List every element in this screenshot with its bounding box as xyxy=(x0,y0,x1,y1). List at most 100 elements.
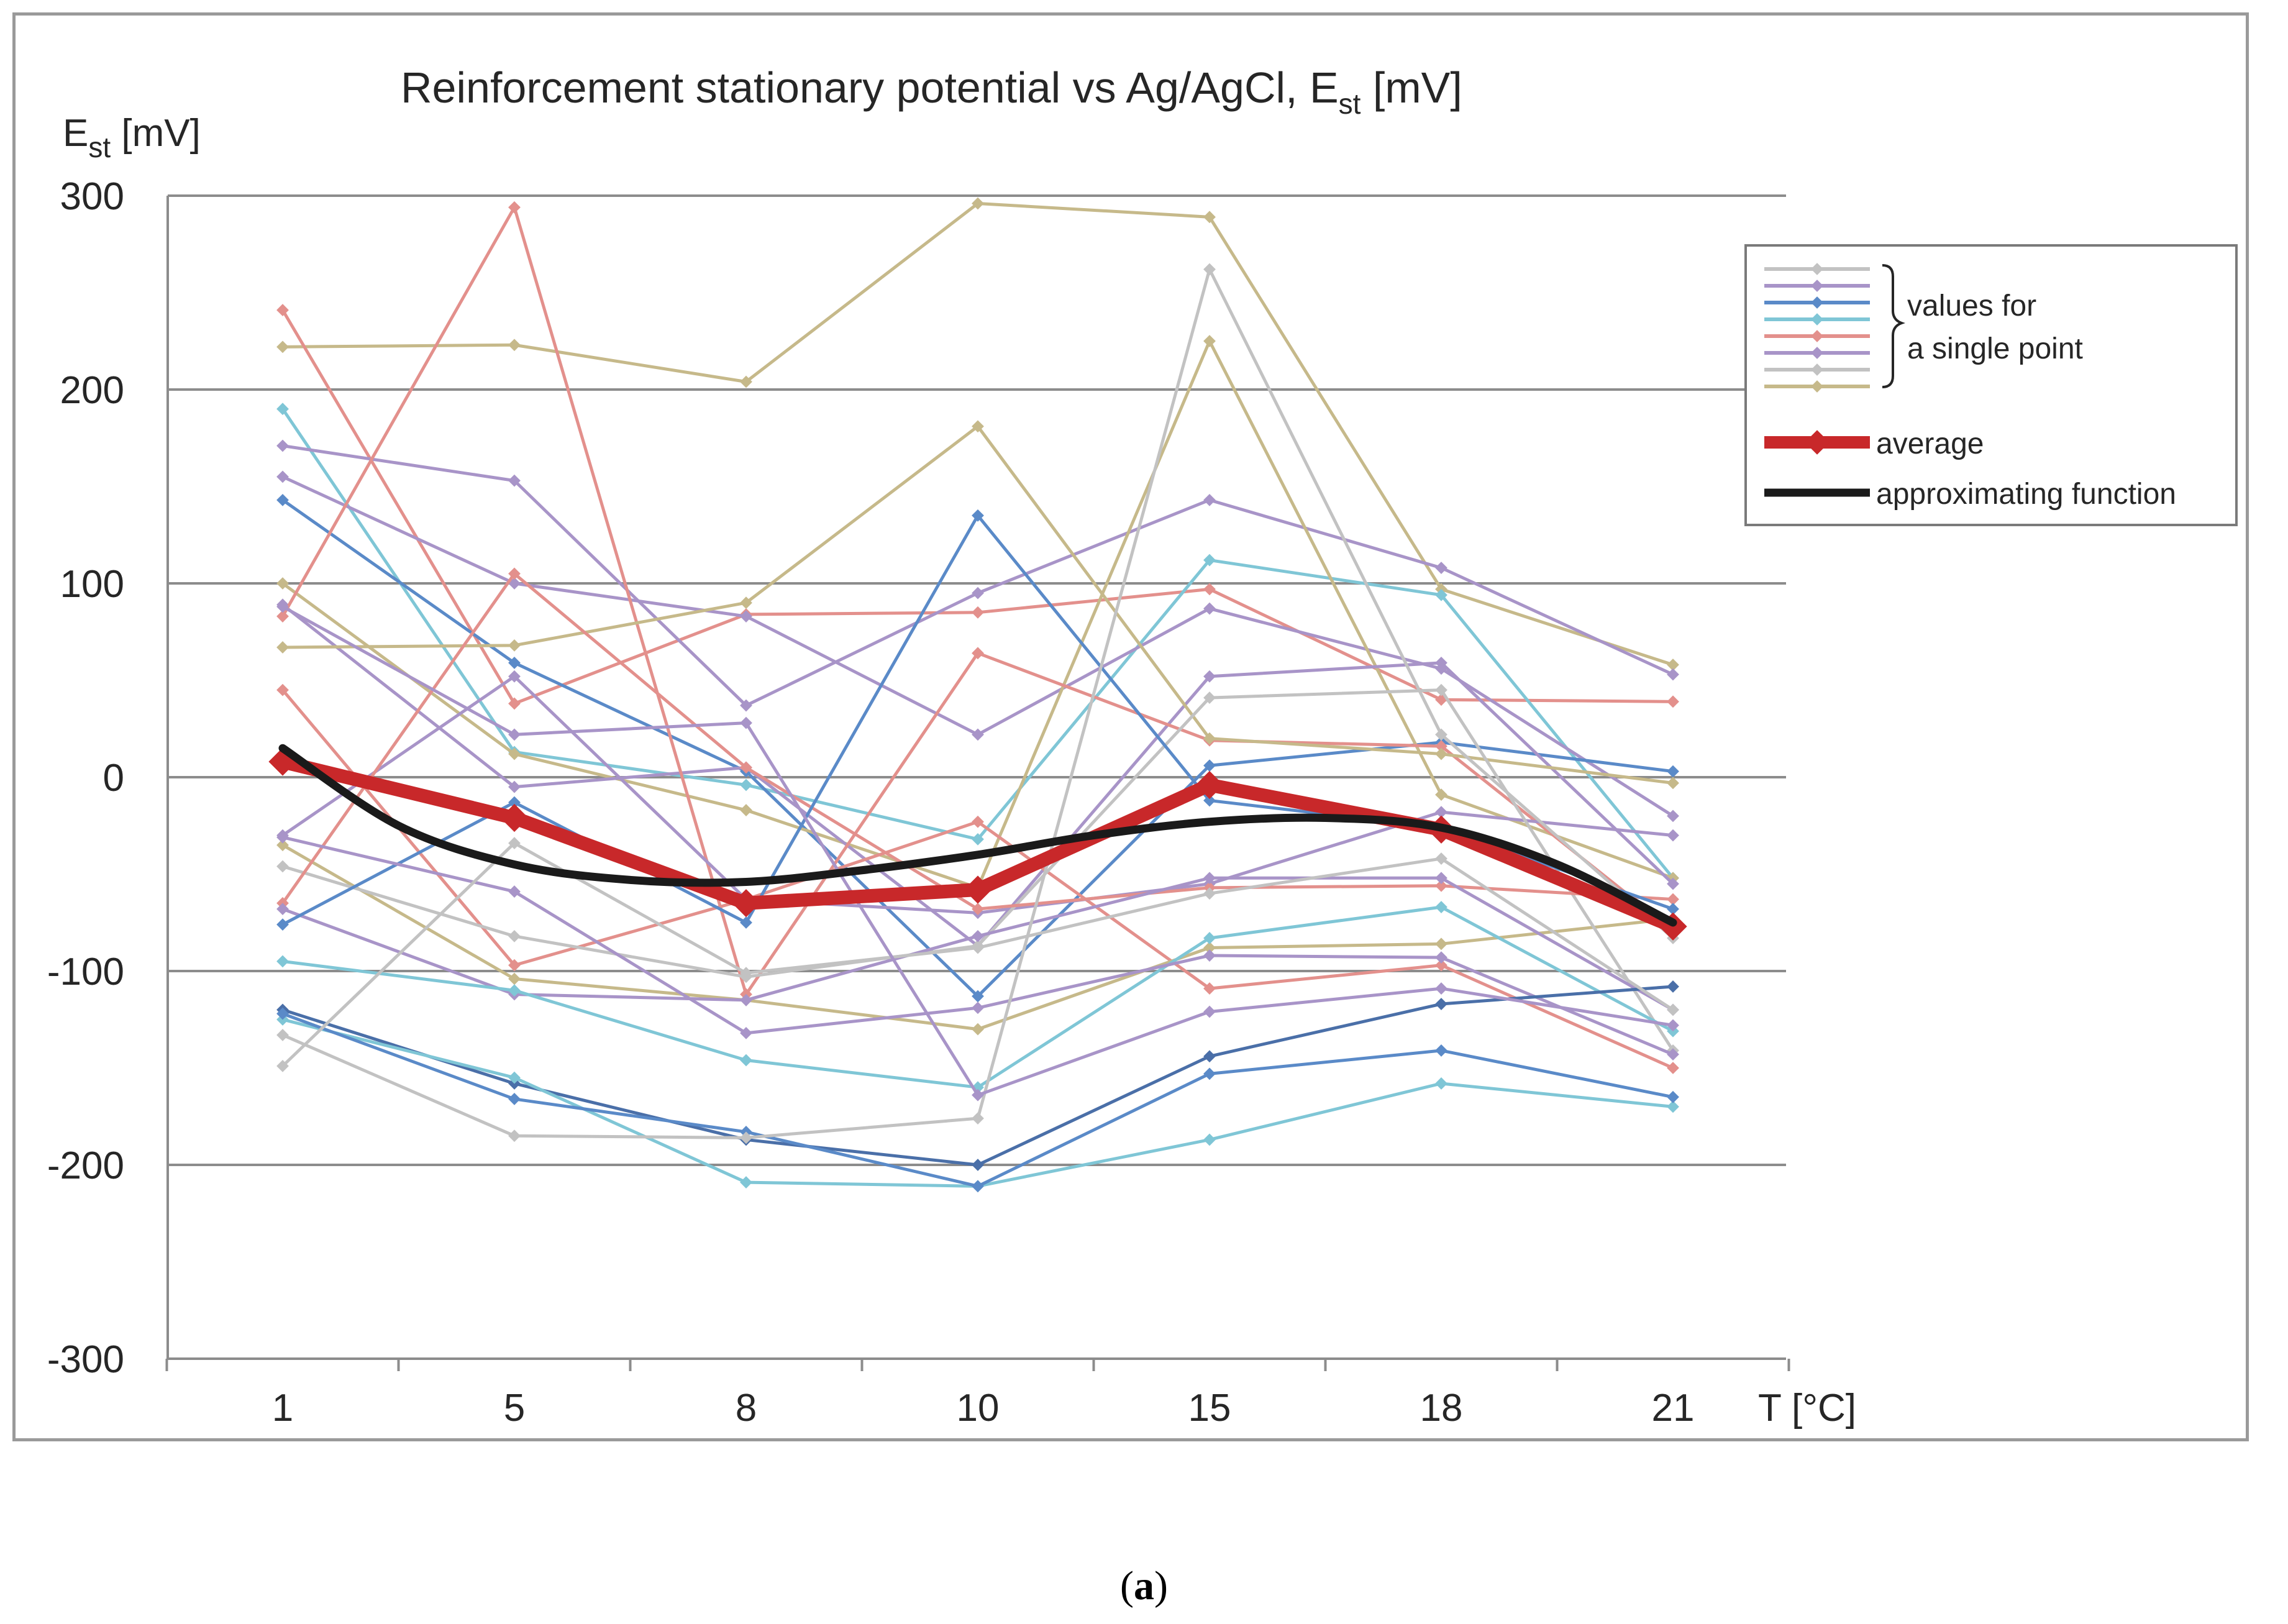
data-point xyxy=(508,1071,521,1084)
x-tick-label: 1 xyxy=(272,1387,293,1430)
data-point xyxy=(972,728,984,741)
average-point xyxy=(732,889,760,918)
data-point xyxy=(740,716,752,729)
data-point xyxy=(276,610,289,623)
data-point xyxy=(276,577,289,590)
data-point xyxy=(1203,794,1216,807)
data-point xyxy=(740,596,752,609)
legend-series-marker xyxy=(1811,330,1823,342)
data-point xyxy=(276,304,289,316)
data-point xyxy=(740,1131,752,1144)
data-point xyxy=(1435,747,1447,760)
data-point xyxy=(1435,937,1447,951)
x-axis-label: T [°C] xyxy=(1758,1387,1856,1430)
average-point xyxy=(964,875,992,904)
data-point xyxy=(508,728,521,741)
data-point xyxy=(972,606,984,619)
data-point xyxy=(276,955,289,968)
average-point xyxy=(1195,770,1224,800)
data-point xyxy=(276,831,289,844)
y-tick-label: 100 xyxy=(60,563,124,606)
y-tick-label: -300 xyxy=(47,1338,124,1381)
data-point xyxy=(276,860,289,873)
data-point xyxy=(1435,740,1447,752)
data-point xyxy=(276,1007,289,1020)
data-point xyxy=(972,1001,984,1015)
data-point xyxy=(508,885,521,898)
chart-svg: Reinforcement stationary potential vs Ag… xyxy=(47,63,2238,1430)
data-point xyxy=(1667,829,1679,842)
data-point xyxy=(1203,1133,1216,1146)
data-point xyxy=(276,600,289,613)
data-point xyxy=(508,670,521,683)
data-point xyxy=(1667,893,1679,906)
caption-open: ( xyxy=(1120,1563,1134,1608)
x-tick-label: 15 xyxy=(1188,1387,1231,1430)
y-tick-label: -200 xyxy=(47,1144,124,1187)
data-point xyxy=(1203,1050,1216,1063)
x-tick-label: 8 xyxy=(736,1387,757,1430)
legend-series-marker xyxy=(1811,296,1823,309)
data-point xyxy=(508,201,521,214)
data-point xyxy=(740,804,752,816)
data-point xyxy=(972,929,984,942)
data-point xyxy=(1435,951,1447,964)
data-point xyxy=(1435,788,1447,801)
data-point xyxy=(972,509,984,522)
data-point xyxy=(1667,1003,1679,1016)
data-point xyxy=(1435,852,1447,865)
data-point xyxy=(1203,932,1216,944)
data-point xyxy=(1203,670,1216,683)
grid-lines xyxy=(168,194,1786,1166)
data-point xyxy=(276,903,289,916)
data-point xyxy=(1203,263,1216,276)
data-point xyxy=(508,339,521,352)
caption-letter: a xyxy=(1134,1563,1154,1608)
data-point xyxy=(1667,1090,1679,1103)
approx-curve xyxy=(278,744,1677,927)
data-point xyxy=(1667,980,1679,993)
data-point xyxy=(972,833,984,846)
data-point xyxy=(1667,659,1679,671)
data-point xyxy=(1667,695,1679,708)
data-point xyxy=(1435,901,1447,913)
legend-brace xyxy=(1882,264,1905,388)
data-point xyxy=(508,959,521,972)
data-point xyxy=(972,990,984,1003)
data-point xyxy=(276,1029,289,1041)
data-point xyxy=(1203,583,1216,596)
data-point xyxy=(972,586,984,600)
data-point xyxy=(972,903,984,916)
data-point xyxy=(740,916,752,929)
series-lines xyxy=(276,197,1679,1193)
legend-label-approx: approximating function xyxy=(1876,478,2176,511)
data-point xyxy=(1435,806,1447,819)
data-point xyxy=(1203,691,1216,704)
legend-average-marker xyxy=(1805,430,1830,455)
data-point xyxy=(740,1026,752,1039)
data-point xyxy=(508,697,521,710)
data-point xyxy=(508,567,521,580)
data-point xyxy=(1203,872,1216,885)
data-point xyxy=(1203,941,1216,954)
data-point xyxy=(1203,493,1216,506)
data-point xyxy=(1203,1005,1216,1018)
data-point xyxy=(740,375,752,388)
data-point xyxy=(1203,211,1216,224)
data-point xyxy=(276,1059,289,1072)
data-point xyxy=(1667,1100,1679,1113)
data-point xyxy=(972,815,984,828)
legend-series-marker xyxy=(1811,313,1823,326)
x-tick-label: 21 xyxy=(1652,1387,1695,1430)
data-point xyxy=(508,984,521,997)
data-point xyxy=(276,641,289,654)
data-point xyxy=(1435,1044,1447,1057)
legend-series-marker xyxy=(1811,347,1823,359)
data-point xyxy=(1435,959,1447,972)
data-point xyxy=(508,657,521,669)
data-point xyxy=(276,918,289,931)
data-point xyxy=(1435,998,1447,1010)
data-point xyxy=(276,683,289,696)
legend-label-single-2: a single point xyxy=(1907,332,2083,365)
data-point xyxy=(1435,728,1447,741)
